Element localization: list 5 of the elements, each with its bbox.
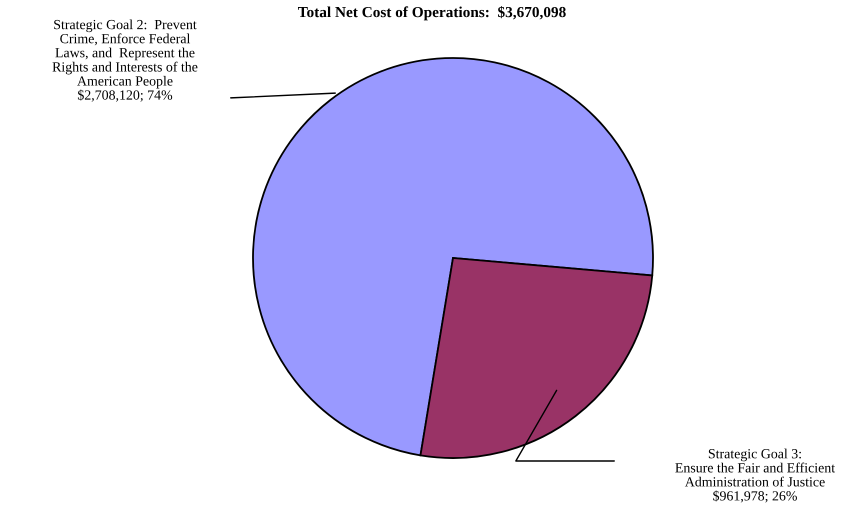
data-label: $961,978; 26% (713, 490, 797, 503)
chart-title: Total Net Cost of Operations: $3,670,098 (298, 6, 566, 20)
slice-label: Strategic Goal 3: Ensure the Fair and Efficient Administration of Justice (675, 448, 836, 487)
slice-label: Strategic Goal 2: Prevent Crime, Enforce Federal Laws, and Represent the Rights and Interests of the American People (52, 19, 198, 88)
data-label: $2,708,120; 74% (78, 90, 172, 102)
